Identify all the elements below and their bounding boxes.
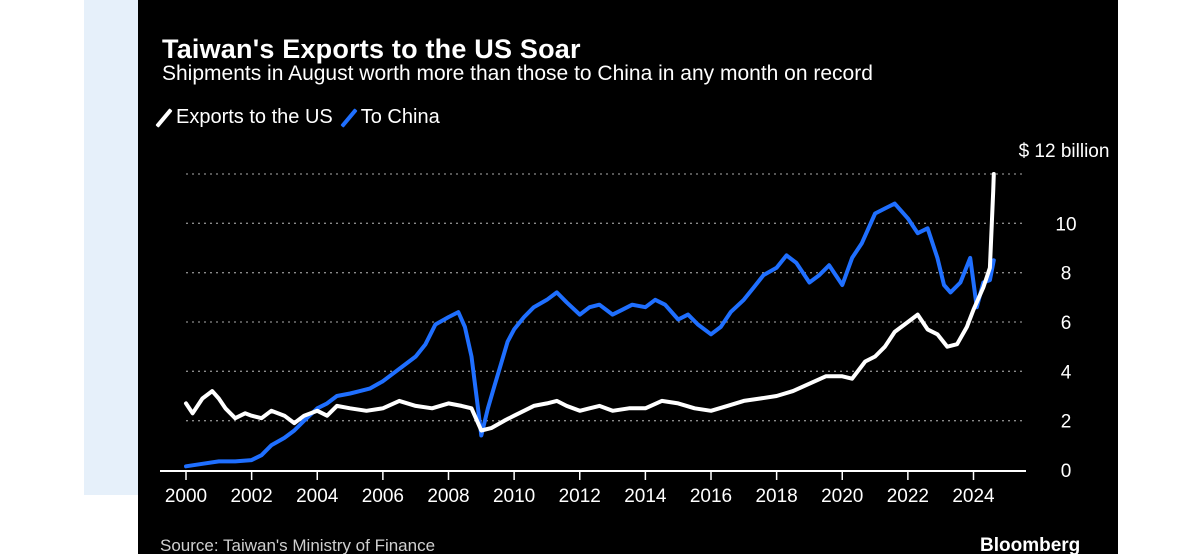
y-tick-label: 0 xyxy=(1061,461,1072,482)
y-unit-label: $ 12 billion xyxy=(1019,141,1110,162)
legend-item-china: To China xyxy=(340,106,440,129)
x-tick-label: 2014 xyxy=(624,486,667,507)
x-tick-label: 2004 xyxy=(296,486,339,507)
legend: Exports to the US To China xyxy=(155,106,454,129)
x-tick-label: 2024 xyxy=(952,486,995,507)
x-tick-label: 2008 xyxy=(427,486,469,507)
x-tick-label: 2018 xyxy=(755,486,797,507)
source-note: Source: Taiwan's Ministry of Finance xyxy=(160,536,436,554)
chart-plot: 0 2 4 6 8 10 $ 12 billion 2000 2002 2004 2006 2008 2… xyxy=(160,141,1110,507)
legend-item-us: Exports to the US xyxy=(155,106,333,129)
chart-card: Taiwan's Exports to the US Soar Shipment… xyxy=(138,0,1118,554)
x-tick-label: 2000 xyxy=(165,486,207,507)
x-tick-label: 2016 xyxy=(690,486,732,507)
legend-label-us: Exports to the US xyxy=(176,106,333,128)
x-tick-label: 2006 xyxy=(362,486,404,507)
y-tick-label: 6 xyxy=(1061,313,1072,334)
left-panel xyxy=(84,0,138,495)
series-line-us xyxy=(184,172,996,433)
y-tick-label: 10 xyxy=(1055,214,1076,235)
y-tick-label: 8 xyxy=(1061,264,1072,285)
legend-label-china: To China xyxy=(360,106,440,128)
x-tick-label: 2010 xyxy=(493,486,535,507)
y-tick-label: 2 xyxy=(1061,412,1072,433)
x-tick-label: 2022 xyxy=(887,486,929,507)
chart-subtitle: Shipments in August worth more than thos… xyxy=(162,62,873,85)
x-tick-label: 2002 xyxy=(230,486,272,507)
y-tick-label: 4 xyxy=(1061,362,1072,383)
chart-title: Taiwan's Exports to the US Soar xyxy=(162,34,581,64)
x-tick-label: 2020 xyxy=(821,486,863,507)
x-tick-label: 2012 xyxy=(559,486,601,507)
brand-logo: Bloomberg xyxy=(980,535,1081,554)
series-line-china xyxy=(184,201,996,469)
